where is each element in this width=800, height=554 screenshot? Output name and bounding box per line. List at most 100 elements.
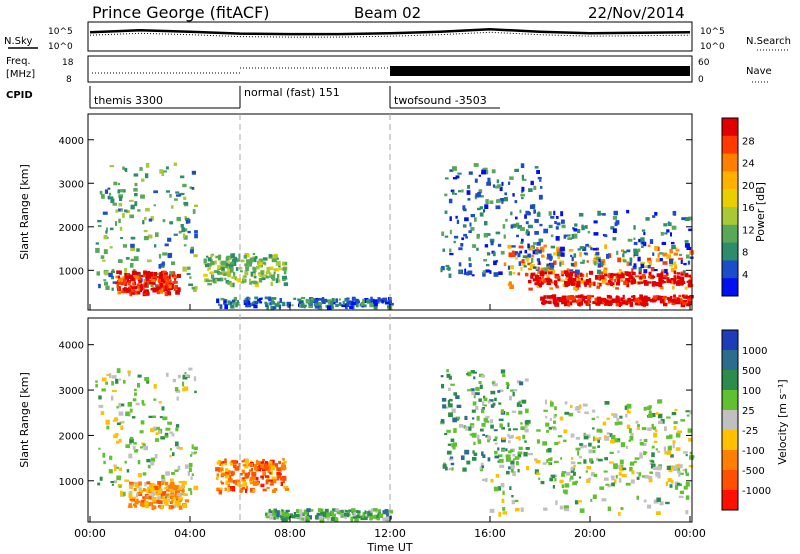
vel-cells-cell [611, 434, 616, 440]
vel-cells-cell [568, 412, 574, 417]
vel-cells-cell [118, 411, 124, 416]
power-cells-cell [361, 305, 365, 308]
power-cells-cell [281, 301, 286, 307]
vel-cells-cell [642, 475, 647, 478]
vel-cells-cell [191, 451, 197, 455]
power-cells-cell [493, 272, 499, 277]
power-cells-cell [595, 301, 601, 306]
power-cells-cell [465, 236, 468, 239]
vel-cells-cell [517, 451, 523, 455]
vel-cells-cell [597, 445, 601, 448]
power-cells-cell [171, 274, 175, 278]
power-cells-cell [170, 205, 174, 209]
power-cells-cell [662, 252, 668, 257]
vel-cells-cell [592, 449, 596, 453]
power-cells-cell [122, 166, 125, 170]
vel-cells-cell [665, 501, 670, 505]
vel-cells-cell [467, 371, 472, 377]
vel-cells-cell [686, 414, 690, 417]
vel-cells-cell [542, 462, 547, 465]
vel-cells-cell [228, 486, 232, 489]
vel-cells-cell [471, 409, 476, 413]
vel-cells-cell [270, 510, 275, 514]
vel-cells-cell [175, 424, 180, 428]
power-cells-cell [216, 267, 219, 271]
vel-cells-cell [220, 480, 223, 483]
vel-cells-cell [621, 507, 624, 510]
power-cells-cell [652, 252, 655, 256]
vel-cells-cell [157, 481, 162, 486]
power-cells-cell [588, 245, 592, 248]
power-cells-cell [521, 174, 524, 180]
power-cells-cell [173, 162, 178, 166]
vel-cells-cell [135, 501, 139, 504]
vel-cells-cell [95, 380, 98, 383]
vel-cells-cell [614, 421, 619, 426]
vel-cells-cell [655, 448, 658, 451]
power-cells-cell [533, 209, 536, 214]
vel-cells-cell [614, 439, 619, 443]
power-cells-cell [445, 177, 449, 180]
power-cells-cell [510, 211, 513, 216]
power-cells-cell [581, 226, 585, 231]
power-cells-cell [631, 295, 635, 298]
vel-cells-cell [241, 460, 246, 463]
vel-cells-cell [547, 447, 552, 453]
vel-cells-cell [666, 465, 671, 470]
power-cells-cell [680, 273, 684, 276]
power-cells-cell [460, 243, 464, 247]
power-cells-cell [163, 272, 168, 276]
vel-cells-cell [244, 464, 249, 469]
power-cells-cell [512, 223, 517, 228]
power-cells-cell [616, 272, 622, 277]
power-cells-cell [153, 204, 156, 207]
vel-cells-cell [579, 443, 583, 446]
power-cells-cell [275, 260, 281, 266]
power-cells-cell [542, 300, 546, 305]
vel-cells-cell [475, 406, 479, 411]
vel-cells-cell [514, 456, 520, 460]
vel-cells-cell [318, 515, 323, 520]
vel-cells-cell [685, 410, 690, 413]
power-cells-cell [271, 301, 276, 304]
velocity-colorbar-swatch [722, 390, 738, 411]
power-cells-cell [539, 223, 543, 227]
velocity-colorbar-label: Velocity [m s⁻¹] [776, 379, 789, 464]
vel-cells-cell [648, 405, 652, 409]
power-cells-cell [309, 302, 312, 306]
power-cells-cell [249, 257, 254, 263]
power-cells-cell [208, 265, 211, 270]
power-cells-cell [654, 212, 658, 216]
vel-cells-cell [484, 420, 490, 423]
vel-cells-cell [511, 410, 517, 413]
power-cells-cell [638, 267, 642, 272]
vel-cells-cell [442, 464, 447, 469]
power-colorbar-swatch [722, 135, 738, 155]
power-cells-cell [527, 243, 530, 248]
power-cells-cell [258, 262, 263, 265]
vel-cells-cell [150, 428, 155, 433]
power-cells-cell [458, 190, 462, 193]
power-cells-cell [118, 194, 123, 199]
power-cells-cell [582, 295, 586, 299]
vel-cells-cell [109, 373, 112, 379]
power-cells-cell [671, 225, 677, 230]
vel-cells-cell [224, 458, 227, 463]
power-cells-cell [236, 258, 241, 262]
vel-cells-cell [135, 402, 140, 406]
power-colorbar-tick: 20 [742, 181, 755, 192]
vel-cells-cell [653, 466, 658, 470]
power-cells-cell [463, 208, 467, 212]
vel-cells-cell [450, 438, 455, 443]
vel-cells-cell [137, 500, 142, 503]
power-cells-cell [574, 275, 577, 278]
vel-cells-cell [593, 436, 596, 442]
power-cells-cell [673, 279, 676, 285]
vel-cells-cell [520, 422, 523, 425]
vel-cells-cell [688, 437, 693, 442]
vel-cells-cell [641, 427, 647, 431]
vel-cells-cell [495, 474, 500, 478]
vel-cells-cell [592, 494, 597, 499]
vel-cells-cell [617, 438, 620, 441]
